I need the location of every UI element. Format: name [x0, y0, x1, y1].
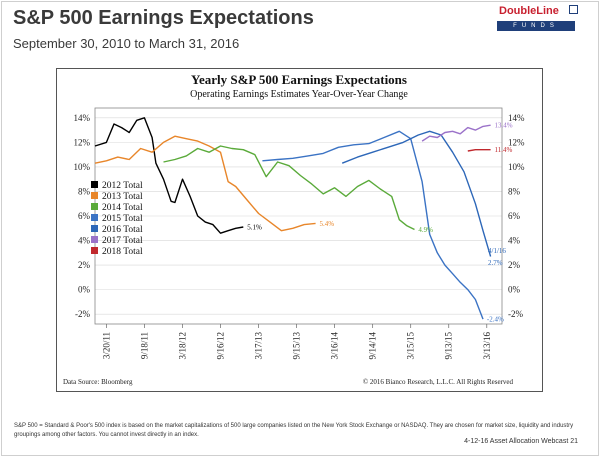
data-label: 4/1/16 [488, 247, 506, 255]
y-tick-label-right: 12% [508, 137, 525, 147]
data-label: 2.7% [488, 259, 503, 267]
y-tick-label-right: 14% [508, 113, 525, 123]
legend-swatch [91, 192, 98, 199]
logo-funds-bar: FUNDS [497, 21, 575, 31]
data-source: Data Source: Bloomberg [63, 378, 133, 386]
legend-swatch [91, 214, 98, 221]
y-tick-label-left: -2% [75, 309, 90, 319]
series-line-2016-total [341, 130, 492, 257]
data-label: 13.4% [494, 122, 512, 130]
y-tick-label-right: 8% [508, 186, 521, 196]
legend-swatch [91, 225, 98, 232]
x-tick-label: 3/13/16 [482, 332, 492, 360]
legend-swatch [91, 203, 98, 210]
y-tick-label-right: 10% [508, 162, 525, 172]
series-line-2015-total [262, 130, 484, 320]
y-tick-label-left: 12% [74, 137, 91, 147]
y-axis-left: 14% 12% 10% 8% 6% 4% 2% 0% -2% [74, 113, 91, 319]
data-label: 4.9% [418, 226, 433, 234]
data-label: -2.4% [487, 316, 504, 324]
y-tick-label-left: 8% [78, 186, 91, 196]
webcast-label: 4-12-16 Asset Allocation Webcast 21 [464, 438, 578, 445]
y-tick-label-left: 14% [74, 113, 91, 123]
logo-square-icon [569, 5, 578, 14]
x-tick-label: 3/18/12 [177, 332, 187, 360]
copyright: © 2016 Bianco Research, L.L.C. All Right… [363, 378, 514, 386]
y-tick-label-right: 2% [508, 260, 521, 270]
doubleline-logo: DoubleLine FUNDS [497, 5, 579, 33]
y-tick-label-left: 10% [74, 162, 91, 172]
legend-label: 2016 Total [102, 225, 143, 235]
x-tick-label: 3/15/15 [406, 332, 416, 360]
x-tick-label: 3/16/14 [330, 332, 340, 360]
y-tick-label-right: 0% [508, 285, 521, 295]
chart-container: Yearly S&P 500 Earnings Expectations Ope… [56, 68, 543, 392]
x-tick-label: 9/15/13 [292, 332, 302, 360]
series-line-2018-total [467, 148, 491, 152]
x-tick-label: 9/14/14 [368, 332, 378, 360]
x-tick-label: 9/13/15 [444, 332, 454, 360]
x-tick-label: 3/17/13 [254, 332, 264, 360]
x-tick-label: 3/20/11 [101, 332, 111, 359]
chart-title: Yearly S&P 500 Earnings Expectations [191, 72, 407, 87]
chart-grid [95, 117, 502, 315]
y-axis-right: 14% 12% 10% 8% 6% 4% 2% 0% -2% [508, 113, 525, 319]
page-subtitle: September 30, 2010 to March 31, 2016 [13, 36, 240, 51]
x-tick-label: 9/16/12 [216, 332, 226, 360]
footnote: S&P 500 = Standard & Poor's 500 index is… [14, 423, 574, 438]
series-line-2017-total [421, 124, 491, 142]
legend-swatch [91, 236, 98, 243]
earnings-chart: Yearly S&P 500 Earnings Expectations Ope… [63, 72, 525, 386]
series-line-2013-total [94, 135, 316, 232]
legend-swatch [91, 181, 98, 188]
y-tick-label-left: 6% [78, 211, 91, 221]
legend-label: 2015 Total [102, 214, 143, 224]
x-tick-label: 9/18/11 [139, 332, 149, 359]
chart-subtitle: Operating Earnings Estimates Year-Over-Y… [190, 89, 408, 100]
legend-label: 2017 Total [102, 236, 143, 246]
y-tick-label-left: 4% [78, 236, 91, 246]
x-axis: 3/20/11 9/18/11 3/18/12 9/16/12 3/17/13 9/15/… [101, 324, 492, 360]
legend-swatch [91, 247, 98, 254]
y-tick-label-right: 4% [508, 236, 521, 246]
data-label: 11.4% [494, 146, 512, 154]
y-tick-label-right: 6% [508, 211, 521, 221]
series-lines [94, 117, 492, 320]
y-tick-label-right: -2% [508, 309, 523, 319]
logo-brand-text: DoubleLine [499, 5, 559, 17]
legend-label: 2012 Total [102, 181, 143, 191]
series-line-2012-total [94, 117, 244, 234]
data-label: 5.1% [247, 224, 262, 232]
annotations: 5.1% 5.4% 4.9% 4/1/16 2.7% -2.4% 13.4% 11.4% [247, 122, 512, 324]
data-label: 5.4% [320, 220, 335, 228]
legend-label: 2018 Total [102, 247, 143, 257]
y-tick-label-left: 2% [78, 260, 91, 270]
series-line-2014-total [163, 145, 415, 231]
legend-label: 2013 Total [102, 192, 143, 202]
y-tick-label-left: 0% [78, 285, 91, 295]
page-title: S&P 500 Earnings Expectations [13, 7, 314, 29]
legend-label: 2014 Total [102, 203, 143, 213]
